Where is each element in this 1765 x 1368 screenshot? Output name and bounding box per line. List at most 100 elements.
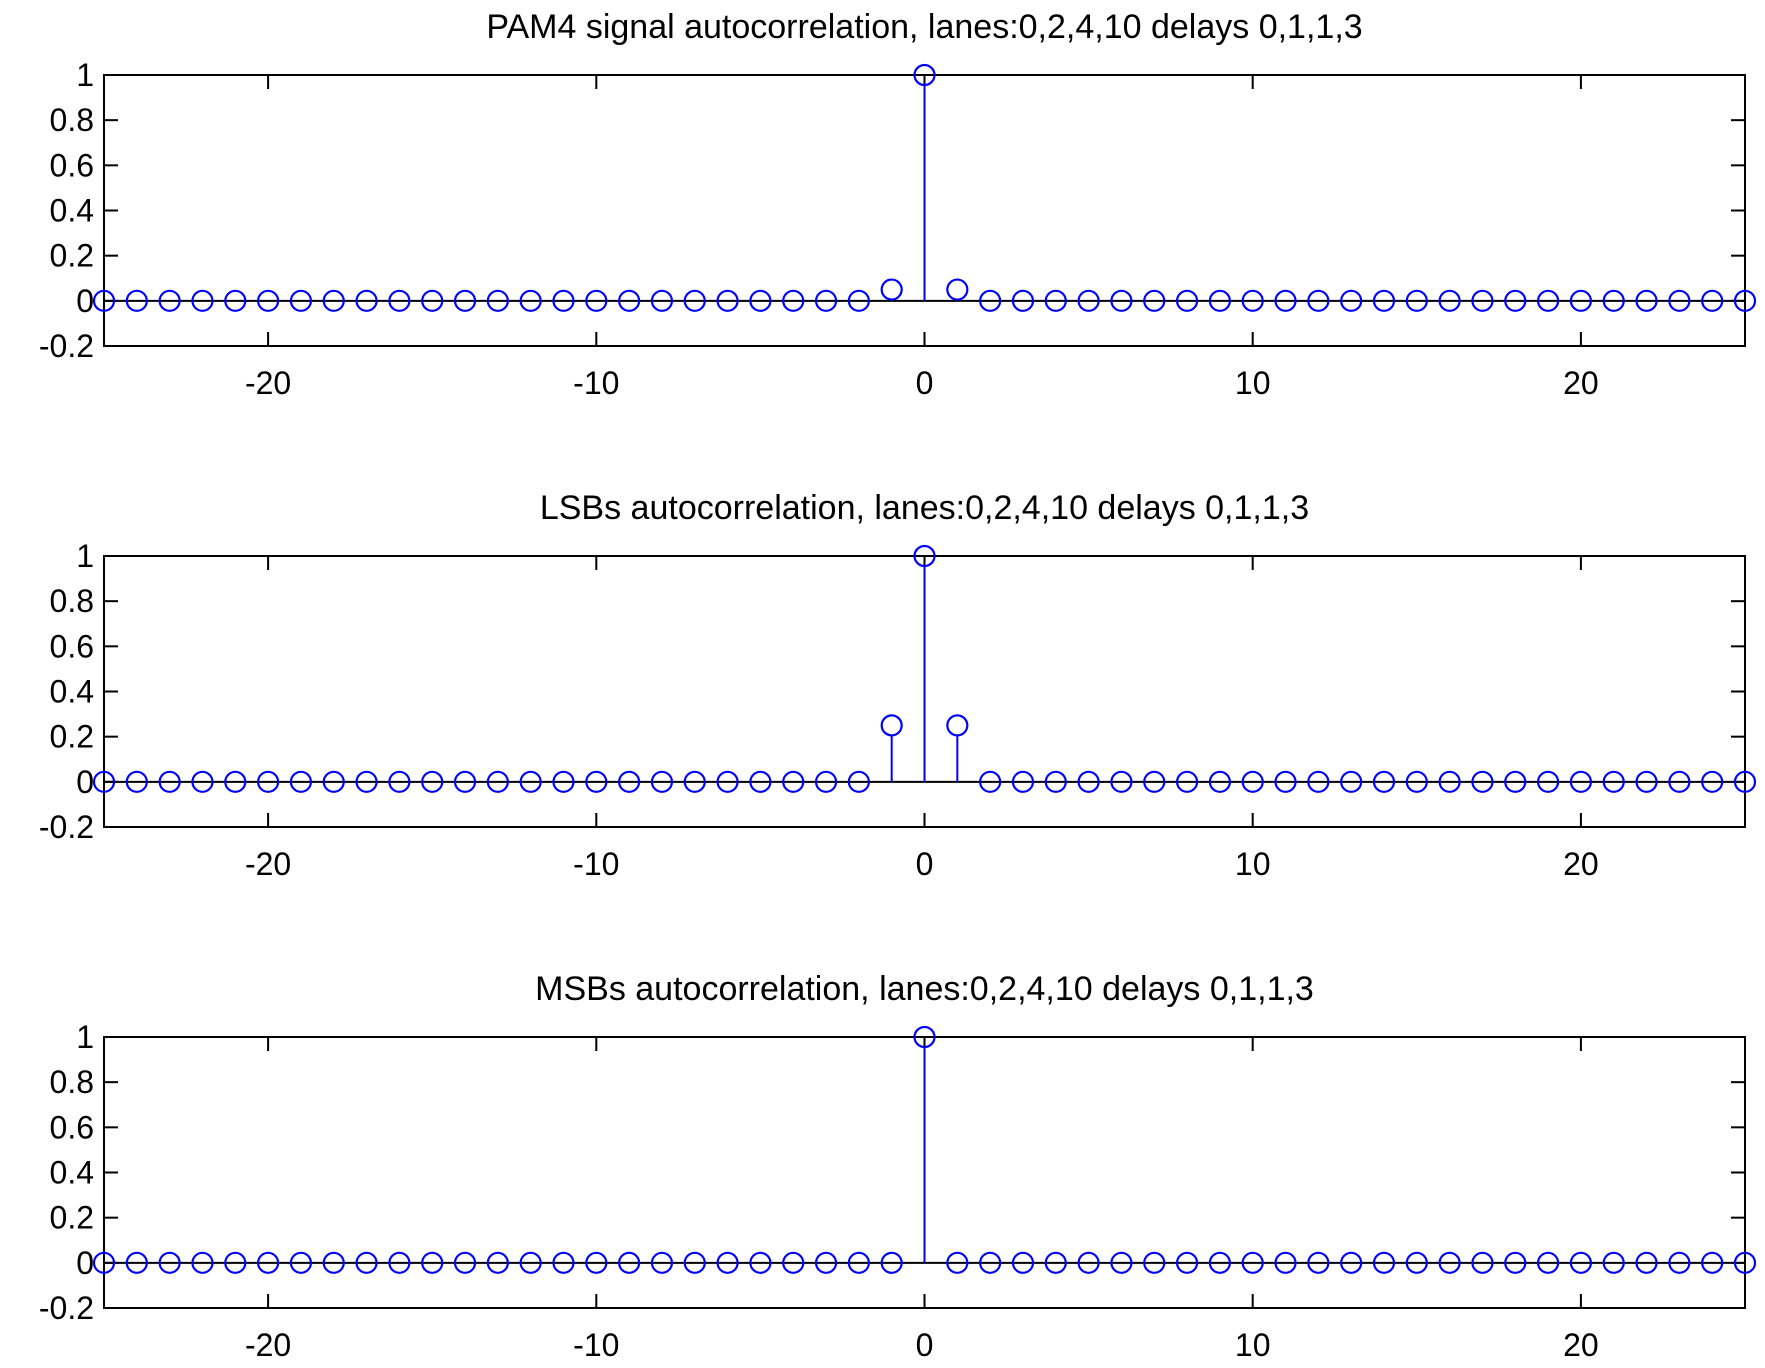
stem-marker	[289, 289, 313, 312]
y-tick-label: 0.8	[50, 1064, 94, 1100]
stem-marker	[1405, 770, 1428, 793]
y-tick-label: 1	[76, 538, 94, 574]
stem-marker	[421, 289, 444, 312]
stem-marker	[486, 1251, 509, 1274]
stem-marker	[814, 1251, 838, 1274]
stem-marker	[388, 770, 411, 793]
stem-marker	[1372, 770, 1396, 793]
stem-marker	[749, 1251, 772, 1274]
y-tick-label: 1	[76, 1019, 94, 1055]
x-tick-label: -10	[573, 365, 619, 401]
stem-marker	[257, 289, 280, 312]
y-tick-label: -0.2	[39, 1290, 94, 1326]
x-tick-label: 20	[1563, 1327, 1599, 1363]
y-tick-label: 0.2	[50, 1200, 94, 1236]
stem-marker	[1307, 770, 1330, 793]
stem-marker	[1471, 289, 1494, 312]
stem-marker	[1504, 1251, 1527, 1274]
y-tick-label: 0.2	[50, 719, 94, 755]
stem-marker	[1340, 1251, 1363, 1274]
stem-marker	[191, 1251, 214, 1274]
stem-marker	[1274, 1251, 1297, 1274]
stem-marker	[92, 770, 116, 793]
stem-marker	[1241, 289, 1264, 312]
stem-marker	[716, 289, 739, 312]
y-tick-label: 0.8	[50, 583, 94, 619]
stem-marker	[814, 289, 838, 312]
stem-marker	[421, 1251, 444, 1274]
stem-marker	[92, 1251, 116, 1274]
stem-marker	[355, 1251, 378, 1274]
stem-marker	[946, 278, 969, 301]
stem-marker	[1274, 289, 1297, 312]
stem-marker	[1701, 1251, 1724, 1274]
stem-marker	[1110, 289, 1133, 312]
stem-marker	[618, 770, 641, 793]
stem-marker	[1536, 1251, 1560, 1274]
x-tick-label: 0	[916, 846, 934, 882]
stem-marker	[1011, 770, 1035, 793]
y-tick-label: 0.4	[50, 1155, 94, 1191]
stem-marker	[1701, 289, 1724, 312]
stem-marker	[1372, 1251, 1396, 1274]
stem-marker	[519, 289, 542, 312]
stem-marker	[388, 1251, 411, 1274]
stem-marker	[979, 770, 1002, 793]
y-tick-label: 0	[76, 764, 94, 800]
stem-marker	[1668, 1251, 1691, 1274]
stem-marker	[1175, 1251, 1199, 1274]
stem-marker	[224, 1251, 247, 1274]
stem-marker	[814, 770, 838, 793]
stem-marker	[1143, 289, 1166, 312]
y-tick-label: 0.6	[50, 147, 94, 183]
stem-marker	[650, 1251, 674, 1274]
subplot-1: PAM4 signal autocorrelation, lanes:0,2,4…	[39, 8, 1757, 401]
stem-marker	[683, 1251, 706, 1274]
stem-marker	[1471, 770, 1494, 793]
y-tick-label: -0.2	[39, 809, 94, 845]
stem-marker	[1405, 1251, 1428, 1274]
stem-marker	[913, 544, 936, 568]
plot-title: LSBs autocorrelation, lanes:0,2,4,10 del…	[540, 489, 1309, 527]
subplot-2: LSBs autocorrelation, lanes:0,2,4,10 del…	[39, 489, 1757, 882]
stem-marker	[191, 770, 214, 793]
stem-marker	[1635, 289, 1658, 312]
stem-marker	[585, 770, 608, 793]
x-tick-label: 0	[916, 365, 934, 401]
stem-marker	[1536, 770, 1560, 793]
stem-marker	[158, 289, 181, 312]
y-tick-label: 0	[76, 283, 94, 319]
x-tick-label: -10	[573, 846, 619, 882]
stem-marker	[650, 289, 674, 312]
x-tick-label: -20	[245, 365, 291, 401]
y-tick-label: 0.2	[50, 238, 94, 274]
stem-marker	[782, 289, 805, 312]
stem-marker	[1044, 1251, 1067, 1274]
stem-marker	[1569, 1251, 1593, 1274]
stem-marker	[1438, 770, 1461, 793]
stem-marker	[716, 1251, 739, 1274]
stem-marker	[355, 770, 378, 793]
stem-marker	[1602, 770, 1625, 793]
stem-marker	[1536, 289, 1560, 312]
stem-marker	[1208, 289, 1231, 312]
x-tick-label: 20	[1563, 365, 1599, 401]
stem-marker	[1733, 289, 1757, 312]
stem-marker	[1044, 770, 1067, 793]
stem-marker	[618, 1251, 641, 1274]
stem-marker	[1175, 770, 1199, 793]
stem-marker	[552, 770, 575, 793]
stem-marker	[1405, 289, 1428, 312]
stem-marker	[289, 1251, 313, 1274]
stem-marker	[1143, 1251, 1166, 1274]
stem-marker	[913, 63, 936, 87]
stem-marker	[749, 770, 772, 793]
x-tick-label: -10	[573, 1327, 619, 1363]
stem-marker	[1701, 770, 1724, 793]
plot-title: PAM4 signal autocorrelation, lanes:0,2,4…	[486, 8, 1362, 46]
stem-marker	[1569, 770, 1593, 793]
stem-marker	[92, 289, 116, 312]
stem-marker	[158, 770, 181, 793]
stem-marker	[224, 289, 247, 312]
